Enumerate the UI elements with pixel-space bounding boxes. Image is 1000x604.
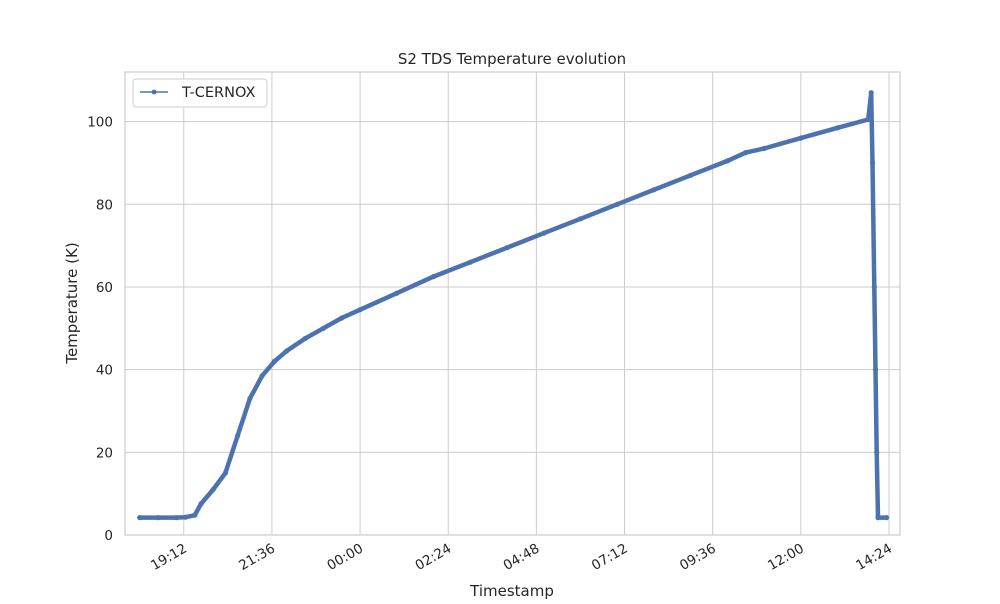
y-tick-label: 60 (96, 280, 113, 296)
data-point (651, 187, 657, 193)
data-point (430, 274, 437, 280)
y-tick-label: 100 (87, 115, 113, 131)
data-point (210, 486, 216, 493)
data-point (883, 515, 890, 521)
data-point (183, 514, 189, 520)
data-point (688, 172, 694, 178)
data-point (320, 325, 326, 331)
y-tick-label: 20 (96, 445, 113, 461)
y-ticks: 0 20 40 60 80 100 (87, 115, 113, 544)
legend-box (132, 78, 268, 108)
data-point (874, 449, 880, 455)
y-tick-label: 80 (96, 197, 113, 213)
data-point (577, 216, 584, 222)
data-point (872, 367, 879, 373)
y-tick-label: 0 (104, 528, 113, 544)
data-point (155, 515, 161, 521)
data-point (247, 396, 253, 402)
data-point (259, 373, 265, 379)
data-point (865, 116, 871, 123)
data-point (357, 307, 363, 313)
data-point (339, 315, 345, 321)
data-point (222, 470, 228, 476)
data-point (541, 230, 547, 236)
data-point (504, 245, 510, 251)
data-point (137, 515, 143, 521)
data-point (724, 158, 731, 164)
x-axis-label: Timestamp (469, 582, 554, 600)
data-point (192, 512, 198, 518)
data-point (271, 358, 277, 364)
chart-title: S2 TDS Temperature evolution (398, 50, 626, 68)
series-layer (137, 90, 890, 521)
data-point (302, 336, 308, 342)
data-point (173, 515, 179, 521)
data-point (798, 135, 804, 141)
data-point (467, 259, 473, 265)
plot-frame (124, 71, 901, 536)
grid (125, 72, 900, 536)
data-point (284, 348, 290, 354)
data-point (394, 290, 400, 296)
data-point (743, 150, 749, 156)
data-point (835, 125, 841, 131)
y-tick-label: 40 (96, 363, 113, 379)
legend: T-CERNOX (132, 78, 268, 108)
data-point (871, 284, 877, 290)
data-point (868, 90, 874, 96)
data-point (614, 201, 620, 207)
data-point (761, 145, 767, 152)
y-axis-label: Temperature (K) (63, 242, 81, 364)
data-point (869, 160, 876, 166)
data-point (198, 501, 204, 507)
legend-marker (151, 89, 157, 95)
legend-entry-t-cernox: T-CERNOX (181, 85, 255, 101)
data-point (235, 433, 241, 439)
data-point (875, 515, 881, 521)
